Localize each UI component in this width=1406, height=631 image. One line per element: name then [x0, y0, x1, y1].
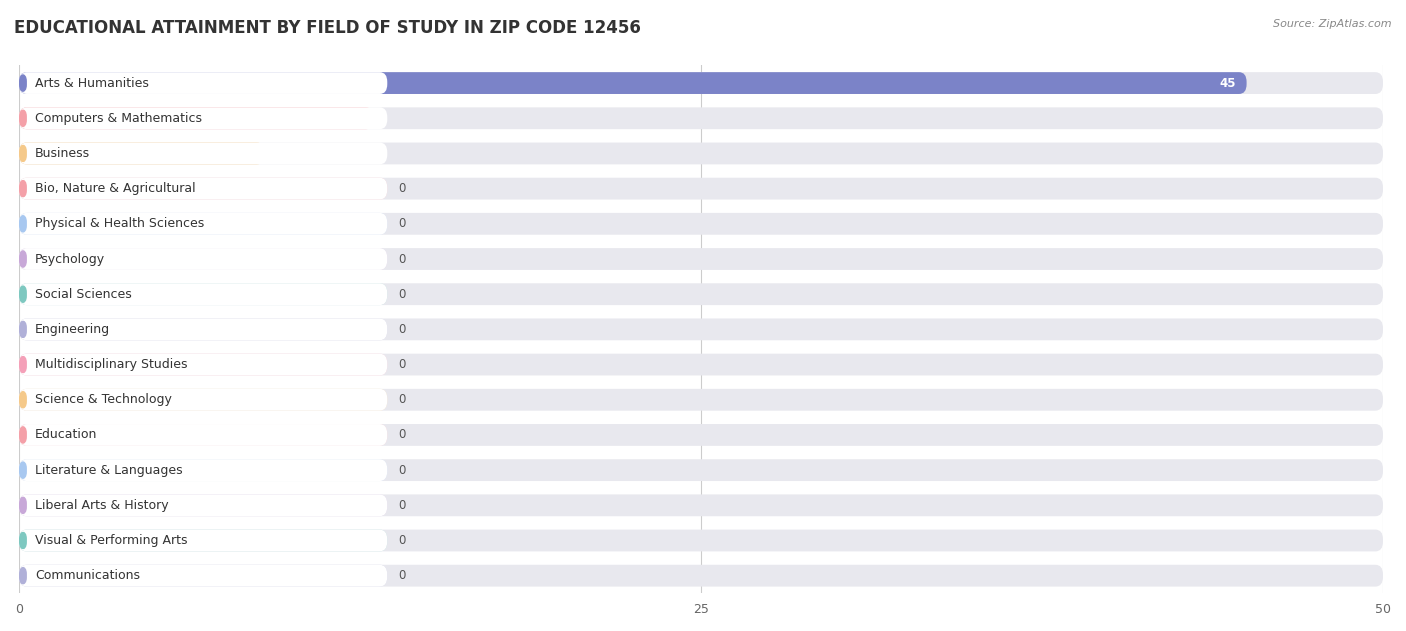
Text: Multidisciplinary Studies: Multidisciplinary Studies	[35, 358, 187, 371]
FancyBboxPatch shape	[20, 178, 387, 199]
Text: 0: 0	[398, 323, 405, 336]
Text: 0: 0	[398, 252, 405, 266]
FancyBboxPatch shape	[20, 459, 387, 481]
Text: Education: Education	[35, 428, 97, 442]
Text: 0: 0	[398, 182, 405, 195]
Text: EDUCATIONAL ATTAINMENT BY FIELD OF STUDY IN ZIP CODE 12456: EDUCATIONAL ATTAINMENT BY FIELD OF STUDY…	[14, 19, 641, 37]
FancyBboxPatch shape	[20, 424, 1384, 446]
FancyBboxPatch shape	[20, 248, 387, 270]
FancyBboxPatch shape	[20, 353, 1384, 375]
FancyBboxPatch shape	[20, 178, 387, 199]
Text: 0: 0	[398, 393, 405, 406]
Text: Liberal Arts & History: Liberal Arts & History	[35, 499, 169, 512]
Text: 0: 0	[398, 534, 405, 547]
Text: 0: 0	[398, 569, 405, 582]
Text: 13: 13	[346, 112, 363, 125]
FancyBboxPatch shape	[20, 109, 27, 127]
Text: Source: ZipAtlas.com: Source: ZipAtlas.com	[1274, 19, 1392, 29]
Text: 0: 0	[398, 499, 405, 512]
FancyBboxPatch shape	[20, 144, 27, 163]
FancyBboxPatch shape	[20, 213, 1384, 235]
FancyBboxPatch shape	[20, 529, 1384, 551]
FancyBboxPatch shape	[20, 285, 27, 304]
Text: 0: 0	[398, 428, 405, 442]
Text: Engineering: Engineering	[35, 323, 110, 336]
FancyBboxPatch shape	[20, 250, 27, 268]
Text: 0: 0	[398, 288, 405, 301]
Text: Visual & Performing Arts: Visual & Performing Arts	[35, 534, 187, 547]
FancyBboxPatch shape	[20, 215, 27, 233]
FancyBboxPatch shape	[20, 107, 1384, 129]
FancyBboxPatch shape	[20, 495, 387, 516]
Text: Literature & Languages: Literature & Languages	[35, 464, 183, 476]
FancyBboxPatch shape	[20, 353, 387, 375]
Text: Arts & Humanities: Arts & Humanities	[35, 76, 149, 90]
FancyBboxPatch shape	[20, 565, 387, 587]
Text: Science & Technology: Science & Technology	[35, 393, 172, 406]
FancyBboxPatch shape	[20, 319, 1384, 340]
FancyBboxPatch shape	[20, 565, 387, 587]
FancyBboxPatch shape	[20, 143, 1384, 164]
FancyBboxPatch shape	[20, 531, 27, 550]
FancyBboxPatch shape	[20, 107, 374, 129]
Text: Computers & Mathematics: Computers & Mathematics	[35, 112, 202, 125]
FancyBboxPatch shape	[20, 389, 1384, 411]
FancyBboxPatch shape	[20, 496, 27, 515]
Text: 45: 45	[1219, 76, 1236, 90]
FancyBboxPatch shape	[20, 391, 27, 409]
FancyBboxPatch shape	[20, 567, 27, 585]
FancyBboxPatch shape	[20, 178, 1384, 199]
FancyBboxPatch shape	[20, 283, 387, 305]
Text: Physical & Health Sciences: Physical & Health Sciences	[35, 217, 204, 230]
FancyBboxPatch shape	[20, 529, 387, 551]
FancyBboxPatch shape	[20, 424, 387, 446]
FancyBboxPatch shape	[20, 565, 1384, 587]
FancyBboxPatch shape	[20, 179, 27, 198]
FancyBboxPatch shape	[20, 213, 387, 235]
Text: Bio, Nature & Agricultural: Bio, Nature & Agricultural	[35, 182, 195, 195]
FancyBboxPatch shape	[20, 72, 387, 94]
FancyBboxPatch shape	[20, 107, 387, 129]
Text: 0: 0	[398, 217, 405, 230]
FancyBboxPatch shape	[20, 319, 387, 340]
Text: 9: 9	[246, 147, 253, 160]
FancyBboxPatch shape	[20, 389, 387, 411]
Text: Psychology: Psychology	[35, 252, 105, 266]
FancyBboxPatch shape	[20, 283, 387, 305]
Text: Social Sciences: Social Sciences	[35, 288, 132, 301]
FancyBboxPatch shape	[20, 72, 1384, 94]
FancyBboxPatch shape	[20, 459, 387, 481]
FancyBboxPatch shape	[20, 495, 1384, 516]
Text: Business: Business	[35, 147, 90, 160]
FancyBboxPatch shape	[20, 143, 387, 164]
Text: 0: 0	[398, 358, 405, 371]
Text: 0: 0	[398, 464, 405, 476]
FancyBboxPatch shape	[20, 389, 387, 411]
FancyBboxPatch shape	[20, 426, 27, 444]
Text: Communications: Communications	[35, 569, 141, 582]
FancyBboxPatch shape	[20, 74, 27, 92]
FancyBboxPatch shape	[20, 143, 264, 164]
FancyBboxPatch shape	[20, 529, 387, 551]
FancyBboxPatch shape	[20, 424, 387, 446]
FancyBboxPatch shape	[20, 459, 1384, 481]
FancyBboxPatch shape	[20, 461, 27, 480]
FancyBboxPatch shape	[20, 248, 1384, 270]
FancyBboxPatch shape	[20, 355, 27, 374]
FancyBboxPatch shape	[20, 353, 387, 375]
FancyBboxPatch shape	[20, 319, 387, 340]
FancyBboxPatch shape	[20, 72, 1247, 94]
FancyBboxPatch shape	[20, 248, 387, 270]
FancyBboxPatch shape	[20, 213, 387, 235]
FancyBboxPatch shape	[20, 320, 27, 339]
FancyBboxPatch shape	[20, 495, 387, 516]
FancyBboxPatch shape	[20, 283, 1384, 305]
